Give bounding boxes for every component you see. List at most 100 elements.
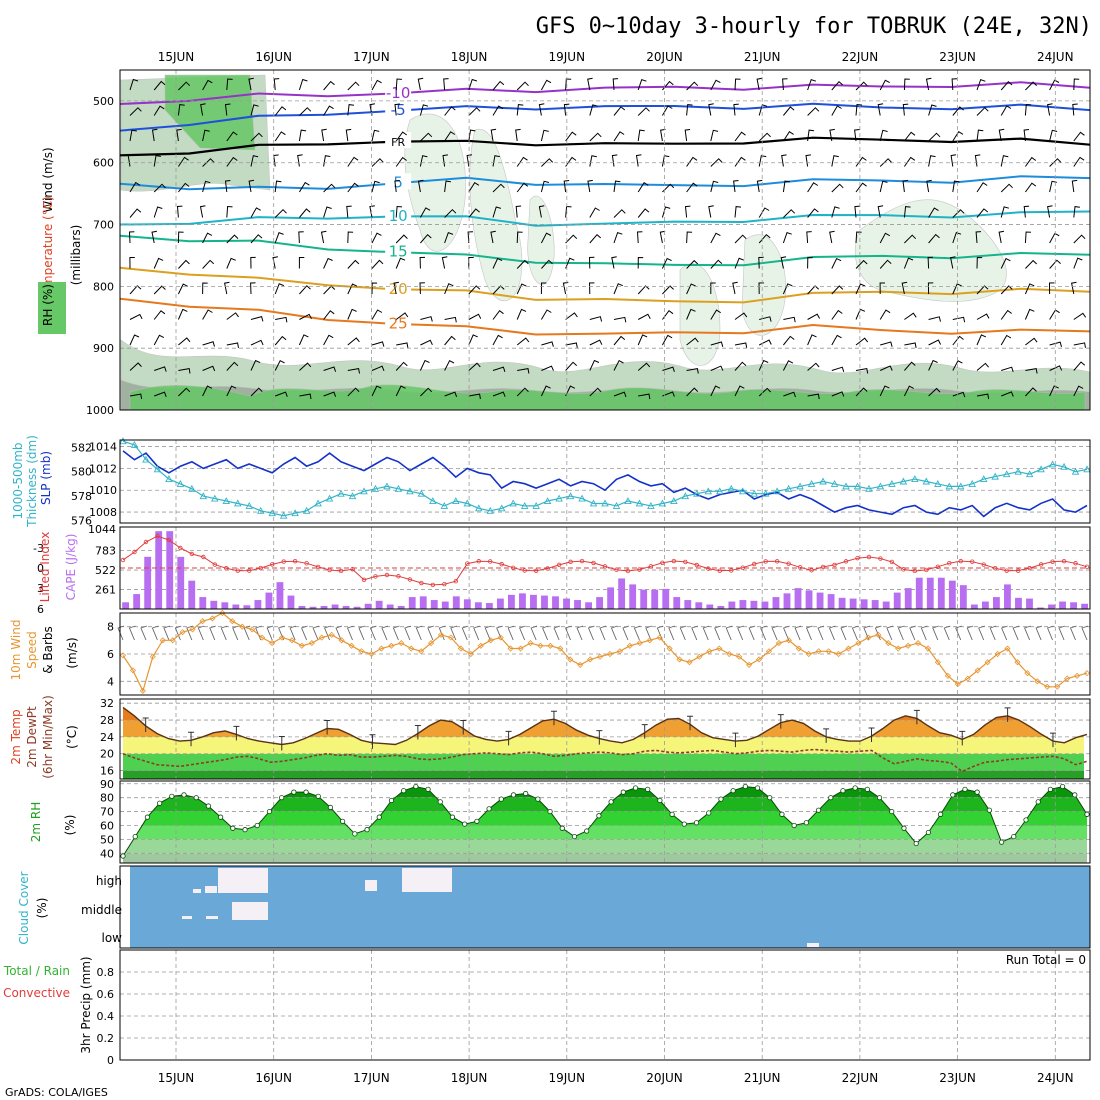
wind10m-barb bbox=[312, 625, 320, 641]
lifted-index-point bbox=[350, 567, 355, 572]
wind-barb bbox=[492, 206, 502, 218]
wind-barb bbox=[855, 103, 862, 116]
wind-barb bbox=[974, 154, 981, 167]
wind-barb bbox=[1049, 259, 1061, 269]
wind10m-point bbox=[1034, 678, 1041, 685]
wind10m-ytick: 6 bbox=[107, 648, 114, 661]
wind-barb bbox=[902, 103, 909, 116]
rh-legend-label-line: RH (%) bbox=[41, 284, 55, 326]
wind-barb bbox=[274, 335, 287, 346]
thickness-point bbox=[796, 482, 804, 490]
wind10m-barb bbox=[955, 625, 962, 641]
wind-barb bbox=[807, 285, 820, 295]
temp-edge bbox=[1084, 699, 1090, 779]
lifted-index-point bbox=[774, 559, 780, 564]
wind-barb bbox=[1049, 158, 1062, 167]
thickness-point bbox=[440, 501, 449, 509]
rh-point bbox=[730, 788, 736, 794]
thickness-ytick: 582 bbox=[71, 441, 92, 454]
thickness-point bbox=[681, 492, 690, 500]
wind-barb bbox=[783, 316, 796, 323]
wind-barb bbox=[345, 128, 352, 142]
wind-barb bbox=[1072, 103, 1078, 116]
isotherm-label-bg bbox=[385, 83, 412, 100]
lifted-index-point bbox=[981, 562, 986, 567]
slp-label: SLP (mb) bbox=[39, 451, 53, 505]
wind-barb bbox=[1049, 309, 1060, 320]
wind-barb bbox=[154, 391, 167, 397]
wind10m-point bbox=[517, 645, 524, 652]
rh-point bbox=[327, 804, 334, 811]
wind-barb bbox=[831, 309, 843, 320]
wind-barb bbox=[468, 107, 481, 116]
cloud-level-label: low bbox=[102, 931, 123, 945]
isotherm-10 bbox=[119, 210, 1091, 227]
wind-barb bbox=[371, 259, 384, 269]
wind10m-barb bbox=[748, 625, 756, 641]
lifted-index-line bbox=[122, 535, 1088, 586]
wind10m-point bbox=[557, 645, 564, 652]
wind-barb bbox=[371, 385, 382, 397]
wind-barb bbox=[904, 361, 916, 371]
wind-barb bbox=[831, 80, 844, 91]
isotherm-label: 5 bbox=[393, 174, 403, 192]
wind-barb bbox=[371, 232, 382, 244]
wind-barb bbox=[976, 285, 989, 295]
wind-barb bbox=[250, 234, 263, 244]
isotherm-5 bbox=[119, 175, 1091, 191]
lifted-index-point bbox=[671, 558, 677, 564]
day-label-top: 16JUN bbox=[255, 50, 292, 64]
wind-barb bbox=[226, 234, 239, 244]
wind-barb bbox=[347, 81, 360, 91]
wind-barb bbox=[393, 281, 399, 295]
wind-barb bbox=[129, 129, 137, 142]
wind-barb bbox=[831, 391, 845, 397]
wind10m-point bbox=[259, 634, 266, 641]
wind-barb bbox=[975, 231, 982, 244]
thickness-point bbox=[463, 499, 472, 507]
wind-barb bbox=[347, 337, 360, 346]
wind-barb bbox=[371, 158, 384, 167]
wind-barb bbox=[686, 81, 699, 91]
thickness-point bbox=[979, 475, 988, 483]
lifted-index-point bbox=[843, 559, 849, 564]
day-label-top: 18JUN bbox=[451, 50, 488, 64]
wind-barb bbox=[129, 393, 143, 400]
wind10m-point bbox=[905, 642, 912, 649]
thickness-point bbox=[934, 480, 942, 487]
thickness-point bbox=[337, 489, 345, 497]
thickness-point bbox=[738, 487, 747, 495]
cape-bar bbox=[430, 600, 438, 609]
isotherm-label: 25 bbox=[389, 314, 408, 332]
temp-band bbox=[123, 770, 1087, 779]
lifted-index-point bbox=[751, 561, 757, 567]
cape-frame bbox=[119, 526, 1091, 610]
rh-point bbox=[169, 793, 175, 799]
wind10m-point bbox=[507, 645, 514, 652]
wind-barb bbox=[129, 208, 142, 218]
rh-point bbox=[840, 788, 846, 794]
precip-run-total: Run Total = 0 bbox=[1006, 953, 1086, 967]
wind-barb bbox=[686, 368, 699, 374]
lifted-index-point bbox=[878, 556, 883, 561]
wind-barb bbox=[1073, 312, 1087, 320]
wind-barb bbox=[492, 366, 506, 372]
wind10m-barb bbox=[828, 625, 836, 641]
wind-barb bbox=[347, 283, 358, 295]
wind-barb bbox=[952, 335, 964, 346]
upper-air-ylabel-line: (millibars) bbox=[69, 225, 83, 286]
temp-minmax-bar bbox=[233, 725, 240, 741]
rh-ytick: 90 bbox=[100, 778, 114, 791]
wind-barb bbox=[734, 234, 747, 244]
lifted-index-point bbox=[602, 564, 608, 569]
wind-barb bbox=[250, 359, 261, 371]
rh-point bbox=[657, 797, 663, 804]
wind-barb bbox=[952, 131, 964, 142]
wind-barb bbox=[1049, 365, 1063, 371]
temp-minmax-bar bbox=[278, 735, 285, 751]
wind-barb bbox=[323, 206, 332, 218]
wind-barb bbox=[226, 361, 239, 371]
wind-barb bbox=[129, 285, 142, 295]
thickness-point bbox=[532, 501, 540, 509]
lifted-index-point bbox=[132, 549, 137, 555]
